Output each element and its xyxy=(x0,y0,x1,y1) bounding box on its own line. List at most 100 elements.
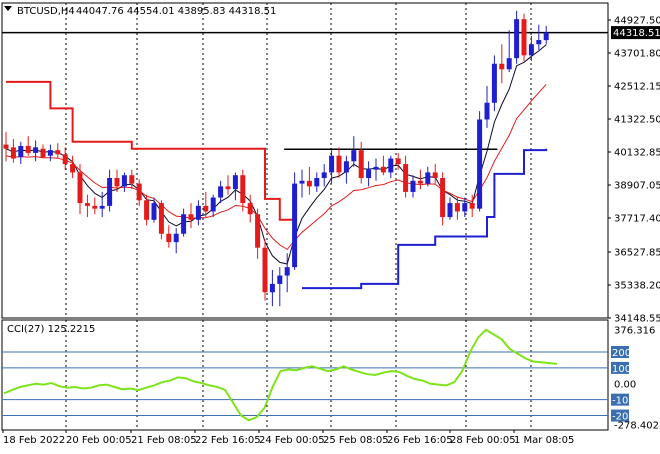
bull-candle-body xyxy=(514,19,520,59)
current-price-tag-text: 44318.51 xyxy=(613,28,660,39)
bear-candle-body xyxy=(403,164,409,192)
candle xyxy=(403,155,409,198)
candle xyxy=(536,24,542,50)
candlestick-series[interactable] xyxy=(3,10,549,307)
bear-candle-body xyxy=(166,233,172,243)
time-grid xyxy=(65,3,532,430)
candle xyxy=(454,197,460,220)
candle xyxy=(99,191,105,218)
bull-candle-body xyxy=(366,169,372,179)
candle xyxy=(25,136,31,156)
cci-level-tag xyxy=(611,346,629,359)
cci-axis-label: 100 xyxy=(612,364,631,375)
candle xyxy=(462,197,468,218)
bear-candle-body xyxy=(25,145,31,153)
bull-candle-body xyxy=(543,32,549,41)
cci-axis-label: -278.4023 xyxy=(614,421,660,432)
bull-candle-body xyxy=(107,178,113,206)
time-axis-label: 18 Feb 2022 xyxy=(3,435,65,446)
bull-candle-body xyxy=(343,161,349,173)
bull-candle-body xyxy=(151,203,157,220)
bear-candle-body xyxy=(92,205,98,209)
panel-frames xyxy=(1,2,609,431)
trailing-stop-blue xyxy=(302,148,548,290)
price-axis-label: 41322.50 xyxy=(614,115,660,126)
bull-candle-body xyxy=(181,214,187,234)
bull-candle-body xyxy=(269,283,275,293)
bear-candle-body xyxy=(203,205,209,212)
bear-candle-body xyxy=(521,19,527,56)
candle xyxy=(432,164,438,184)
bull-candle-body xyxy=(195,205,201,220)
cci-level-tag xyxy=(611,393,629,406)
candle xyxy=(343,155,349,184)
candle xyxy=(358,141,364,184)
candle xyxy=(506,30,512,73)
bull-candle-body xyxy=(388,158,394,173)
cci-axis-label: 0.00 xyxy=(614,379,636,390)
candle xyxy=(114,169,120,192)
time-axis-label: 28 Feb 00:05 xyxy=(450,435,516,446)
candle xyxy=(477,111,483,212)
bear-candle-body xyxy=(10,147,16,159)
candle xyxy=(151,197,157,223)
bear-candle-body xyxy=(499,63,505,70)
slow-moving-average-line xyxy=(5,84,547,251)
bear-candle-body xyxy=(129,175,135,184)
collapse-triangle-icon[interactable] xyxy=(4,6,12,11)
candle xyxy=(484,86,490,128)
indicator-overlays xyxy=(2,31,608,290)
candle xyxy=(77,164,83,215)
bear-candle-body xyxy=(62,154,68,165)
candle xyxy=(329,150,335,184)
candle xyxy=(373,158,379,181)
candle xyxy=(3,132,9,162)
bear-candle-body xyxy=(240,175,246,204)
candle xyxy=(158,200,164,240)
candle xyxy=(188,203,194,229)
candle xyxy=(351,136,357,167)
cci-label: CCI(27) 125.2215 xyxy=(7,324,95,335)
candle xyxy=(388,155,394,179)
bull-candle-body xyxy=(218,186,224,198)
candle xyxy=(499,44,505,84)
cci-indicator-panel[interactable] xyxy=(2,328,608,422)
ohlc-values: 44047.76 44554.01 43895.83 44318.51 xyxy=(76,6,276,17)
bull-candle-body xyxy=(484,102,490,120)
candle xyxy=(269,269,275,307)
bear-candle-body xyxy=(55,150,61,155)
bear-candle-body xyxy=(454,203,460,212)
bear-candle-body xyxy=(225,186,231,190)
candle xyxy=(240,169,246,212)
bear-candle-body xyxy=(469,203,475,209)
bull-candle-body xyxy=(121,175,127,187)
candle xyxy=(514,10,520,64)
candle xyxy=(447,197,453,220)
candle xyxy=(469,194,475,218)
candle xyxy=(277,267,283,307)
price-axis-label: 34148.55 xyxy=(614,314,660,325)
time-axis-label: 1 Mar 08:05 xyxy=(514,435,574,446)
bull-candle-body xyxy=(329,155,335,173)
candle xyxy=(47,144,53,162)
candle xyxy=(144,194,150,226)
candle xyxy=(292,172,298,270)
candle xyxy=(136,179,142,206)
bull-candle-body xyxy=(232,175,238,190)
bull-candle-body xyxy=(284,267,290,276)
candle xyxy=(62,147,68,170)
cci-level-tag xyxy=(611,361,629,374)
candle xyxy=(166,225,172,248)
bull-candle-body xyxy=(210,197,216,212)
price-axis-label: 36527.85 xyxy=(614,248,660,259)
cci-axis-label: -200 xyxy=(612,412,635,423)
candle xyxy=(203,191,209,218)
candle xyxy=(121,172,127,192)
candle xyxy=(107,169,113,212)
bear-candle-body xyxy=(136,183,142,201)
price-axis-label: 44927.50 xyxy=(614,16,660,27)
candle xyxy=(306,166,312,195)
bull-candle-body xyxy=(173,233,179,243)
